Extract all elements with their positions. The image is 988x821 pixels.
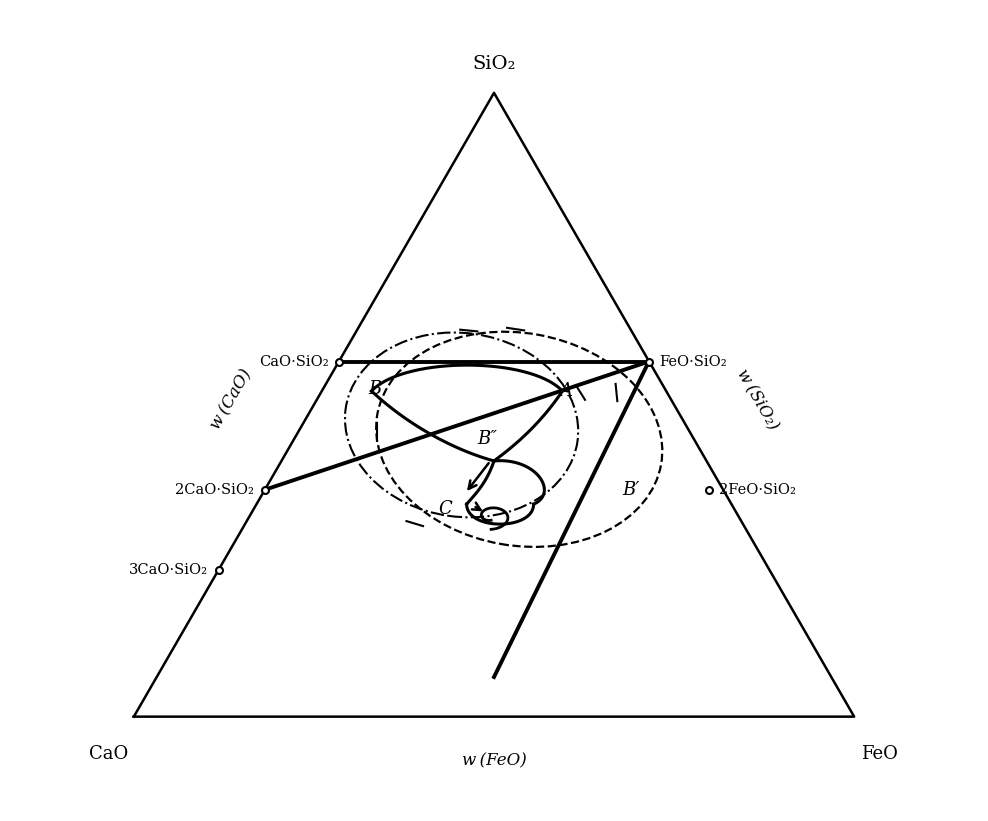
Text: B″: B″ (477, 430, 497, 448)
Text: A: A (559, 382, 572, 400)
Text: w (CaO): w (CaO) (207, 366, 255, 433)
Text: B: B (369, 380, 381, 398)
Text: FeO: FeO (861, 745, 898, 764)
Text: C: C (438, 500, 452, 518)
Text: w (FeO): w (FeO) (461, 753, 527, 770)
Text: SiO₂: SiO₂ (472, 55, 516, 73)
Text: CaO: CaO (89, 745, 128, 764)
Text: CaO·SiO₂: CaO·SiO₂ (259, 355, 328, 369)
Text: B′: B′ (622, 481, 639, 498)
Text: w (SiO₂): w (SiO₂) (733, 366, 782, 433)
Text: 3CaO·SiO₂: 3CaO·SiO₂ (129, 562, 208, 576)
Text: 2FeO·SiO₂: 2FeO·SiO₂ (719, 483, 796, 497)
Text: FeO·SiO₂: FeO·SiO₂ (660, 355, 727, 369)
Text: 2CaO·SiO₂: 2CaO·SiO₂ (175, 483, 254, 497)
